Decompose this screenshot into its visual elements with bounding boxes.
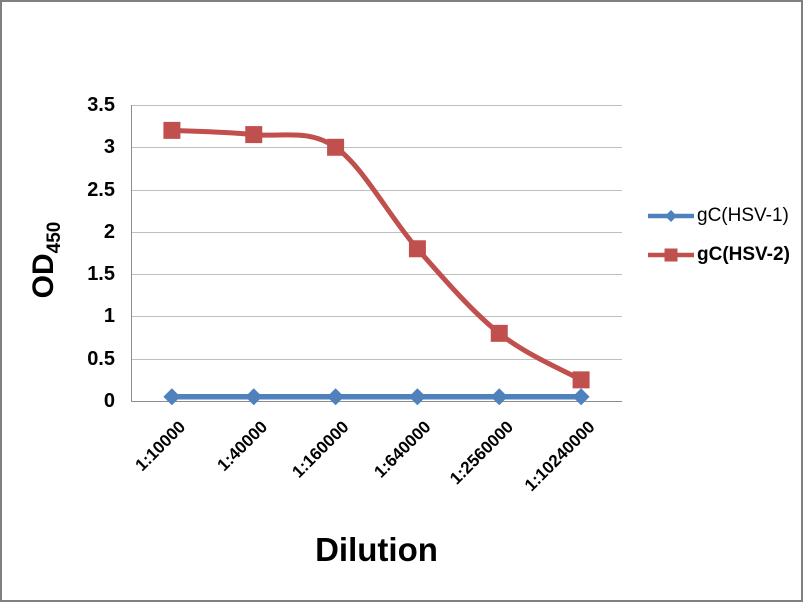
series-gC(HSV-2)[interactable]	[163, 121, 590, 389]
y-axis-title-subscript: 450	[44, 221, 65, 254]
y-tick-label: 0.5	[87, 348, 115, 370]
legend-item-gc-hsv-1[interactable]: gC(HSV-1)	[648, 204, 790, 227]
x-axis-title: Dilution	[315, 531, 438, 568]
legend-key-glyph	[648, 209, 694, 222]
y-tick-label: 2	[103, 221, 115, 243]
y-tick-label: 3	[103, 136, 115, 158]
y-tick-label: 2.5	[87, 179, 115, 201]
axes	[131, 105, 622, 402]
y-tick-label: 1	[103, 305, 115, 327]
legend-item-gc-hsv-2[interactable]: gC(HSV-2)	[648, 243, 790, 266]
series-gC(HSV-1)[interactable]	[163, 388, 590, 406]
y-axis-title-text: OD	[27, 253, 60, 299]
y-tick-label: 1.5	[87, 263, 115, 285]
y-axis-title: OD450	[22, 198, 66, 322]
legend-key-glyph	[648, 248, 694, 261]
y-tick-label: 0	[103, 390, 115, 412]
legend-label: gC(HSV-1)	[697, 204, 789, 226]
legend-key-line-square-icon	[648, 248, 694, 261]
gridlines	[131, 105, 622, 360]
legend: gC(HSV-1) gC(HSV-2)	[648, 204, 790, 266]
y-tick-label: 3.5	[87, 94, 115, 116]
legend-key-line-diamond-icon	[648, 209, 694, 222]
legend-label: gC(HSV-2)	[697, 243, 790, 265]
